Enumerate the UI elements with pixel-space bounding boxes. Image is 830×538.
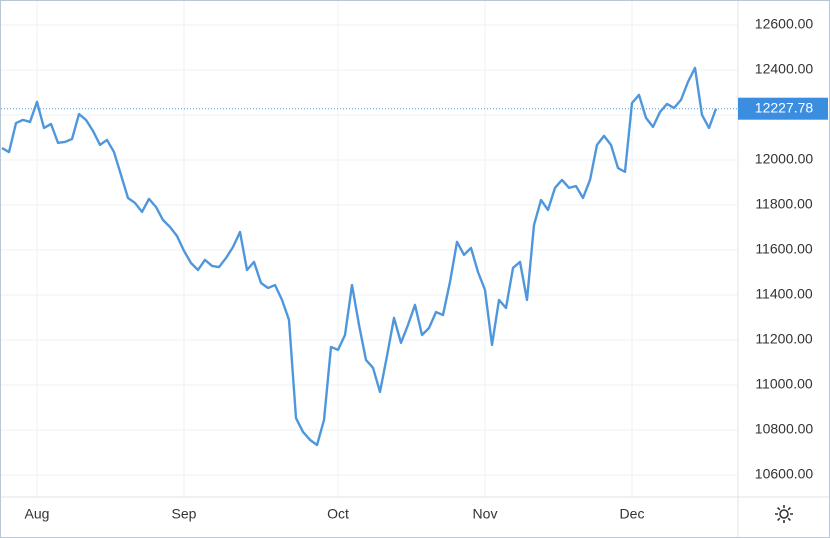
y-tick-label: 10800.00 xyxy=(755,421,814,437)
x-tick-label: Oct xyxy=(327,506,349,522)
y-tick-label: 11800.00 xyxy=(755,196,813,212)
y-tick-label: 11200.00 xyxy=(755,331,813,347)
last-price-badge xyxy=(738,97,828,120)
y-tick-label: 12600.00 xyxy=(755,16,814,32)
x-tick-label: Dec xyxy=(620,506,645,522)
y-tick-label: 12000.00 xyxy=(755,151,814,167)
y-tick-label: 12400.00 xyxy=(755,61,814,77)
y-tick-label: 11000.00 xyxy=(755,376,813,392)
last-price-label: 12227.78 xyxy=(755,99,814,115)
y-tick-label: 11400.00 xyxy=(755,286,813,302)
y-tick-label: 10600.00 xyxy=(755,466,814,482)
x-tick-label: Sep xyxy=(172,506,197,522)
y-tick-label: 11600.00 xyxy=(755,241,813,257)
x-tick-label: Nov xyxy=(473,506,498,522)
settings-icon[interactable] xyxy=(775,505,793,523)
price-line xyxy=(1,66,718,447)
x-tick-label: Aug xyxy=(25,506,50,522)
